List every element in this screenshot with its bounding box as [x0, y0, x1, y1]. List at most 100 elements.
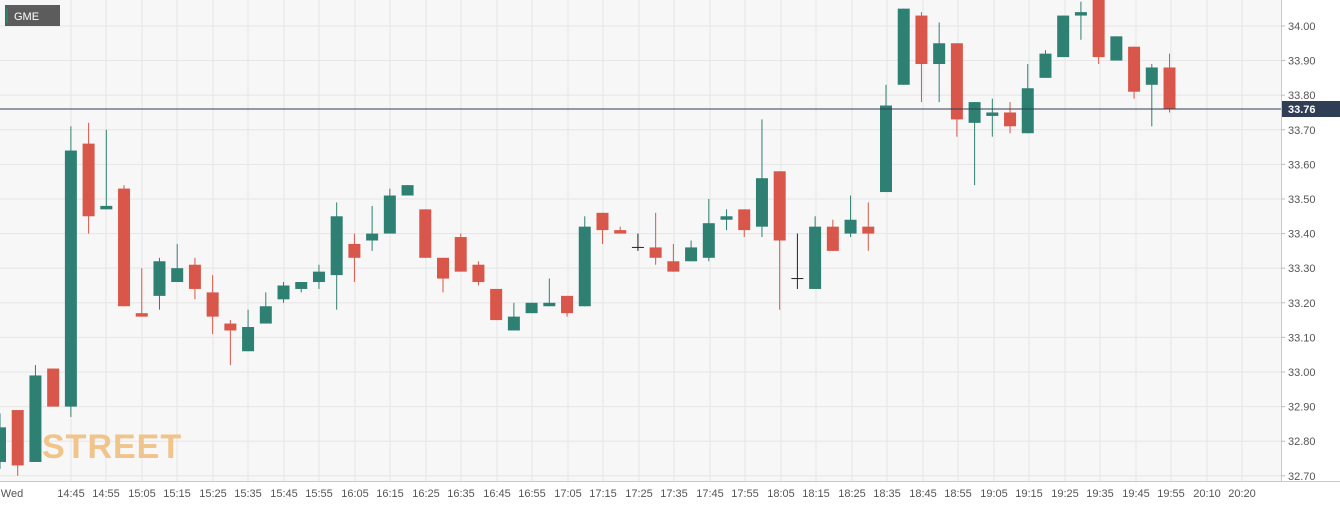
candle[interactable] — [0, 413, 6, 469]
candle[interactable] — [507, 302, 520, 331]
plot-area[interactable] — [0, 0, 1281, 481]
candle-body — [1057, 15, 1070, 58]
candle[interactable] — [153, 257, 166, 310]
candle[interactable] — [525, 302, 538, 314]
x-tick-label: 15:15 — [163, 488, 191, 500]
candle[interactable] — [348, 233, 361, 283]
time-axis[interactable]: Wed 14:45 14:55 15:05 15:15 15:25 15:35 15:45 15… — [0, 481, 1340, 501]
candle[interactable] — [614, 226, 627, 234]
candle-body — [720, 216, 733, 220]
candle-body — [596, 212, 609, 231]
symbol-badge[interactable]: GME — [5, 5, 60, 26]
x-tick-label: 15:35 — [234, 488, 262, 500]
candle[interactable] — [1092, 0, 1105, 65]
candle-body — [1074, 12, 1087, 16]
candle[interactable] — [171, 243, 184, 283]
candle[interactable] — [100, 129, 113, 210]
candle[interactable] — [561, 295, 574, 317]
candle-body — [543, 302, 556, 307]
candle[interactable] — [844, 195, 857, 238]
candle-body — [312, 271, 325, 283]
candle[interactable] — [791, 233, 804, 289]
candle[interactable] — [437, 257, 449, 293]
candle[interactable] — [1128, 46, 1141, 99]
candle-body — [29, 375, 42, 462]
candle[interactable] — [578, 216, 591, 307]
candle[interactable] — [259, 292, 272, 324]
candle[interactable] — [401, 185, 414, 196]
candle[interactable] — [933, 22, 946, 103]
candle[interactable] — [1163, 53, 1176, 113]
candle[interactable] — [29, 365, 42, 462]
candle[interactable] — [631, 233, 644, 251]
candle[interactable] — [1039, 50, 1052, 78]
candle[interactable] — [472, 261, 485, 286]
candle[interactable] — [82, 122, 95, 234]
candle[interactable] — [649, 212, 662, 265]
candle[interactable] — [1004, 102, 1017, 134]
x-tick-label: 18:05 — [767, 488, 795, 500]
candle[interactable] — [1057, 15, 1070, 58]
candle[interactable] — [826, 219, 839, 251]
candle[interactable] — [596, 212, 609, 244]
candle[interactable] — [419, 209, 432, 258]
candle[interactable] — [277, 282, 290, 303]
candle[interactable] — [1145, 64, 1158, 127]
candle[interactable] — [968, 102, 981, 186]
candle[interactable] — [454, 233, 467, 272]
candle[interactable] — [383, 188, 396, 234]
watermark-text: STREET — [42, 428, 182, 466]
price-tag-background — [1282, 101, 1340, 118]
candle[interactable] — [702, 198, 715, 262]
candle[interactable] — [11, 410, 24, 476]
candle[interactable] — [1021, 64, 1034, 134]
price-axis[interactable]: 34.00 33.90 33.80 33.70 33.60 33.50 33.40 33.30… — [1281, 0, 1340, 483]
candle[interactable] — [118, 185, 131, 307]
candle[interactable] — [720, 209, 733, 231]
candle[interactable] — [47, 368, 60, 407]
candle[interactable] — [950, 43, 963, 137]
candle[interactable] — [135, 268, 148, 317]
candle-body — [206, 292, 219, 317]
candle-body — [153, 261, 166, 296]
candle[interactable] — [880, 84, 892, 193]
candle[interactable] — [224, 320, 237, 366]
candle[interactable] — [773, 171, 786, 310]
candle[interactable] — [188, 257, 201, 300]
candle[interactable] — [809, 216, 822, 289]
candle-body — [188, 264, 201, 289]
candle[interactable] — [862, 202, 875, 251]
candle[interactable] — [295, 282, 308, 293]
candle[interactable] — [667, 243, 680, 272]
candle[interactable] — [738, 209, 751, 238]
candle-body — [667, 261, 680, 272]
candle[interactable] — [312, 264, 325, 289]
candle-body — [507, 316, 520, 331]
candle[interactable] — [755, 119, 768, 238]
candle-body — [383, 195, 396, 234]
candle-body — [1039, 53, 1052, 78]
candle[interactable] — [64, 126, 77, 417]
candle[interactable] — [366, 205, 379, 251]
candle[interactable] — [1110, 36, 1123, 61]
candle[interactable] — [330, 202, 343, 310]
candle[interactable] — [915, 12, 928, 103]
x-tick-label: 15:25 — [199, 488, 227, 500]
x-tick-label: 19:45 — [1122, 488, 1150, 500]
candle-body — [0, 427, 6, 462]
y-tick-label: 32.80 — [1288, 436, 1316, 448]
candle[interactable] — [986, 98, 999, 137]
x-tick-label: 16:35 — [447, 488, 475, 500]
candle[interactable] — [242, 309, 255, 352]
candle[interactable] — [1074, 1, 1087, 40]
y-tick-label: 33.40 — [1288, 229, 1316, 241]
candle[interactable] — [543, 278, 556, 307]
candle[interactable] — [685, 240, 698, 262]
candle-body — [224, 323, 237, 331]
candle[interactable] — [897, 8, 910, 85]
candle[interactable] — [490, 288, 503, 321]
candle-body — [242, 327, 255, 352]
candle[interactable] — [206, 275, 219, 334]
